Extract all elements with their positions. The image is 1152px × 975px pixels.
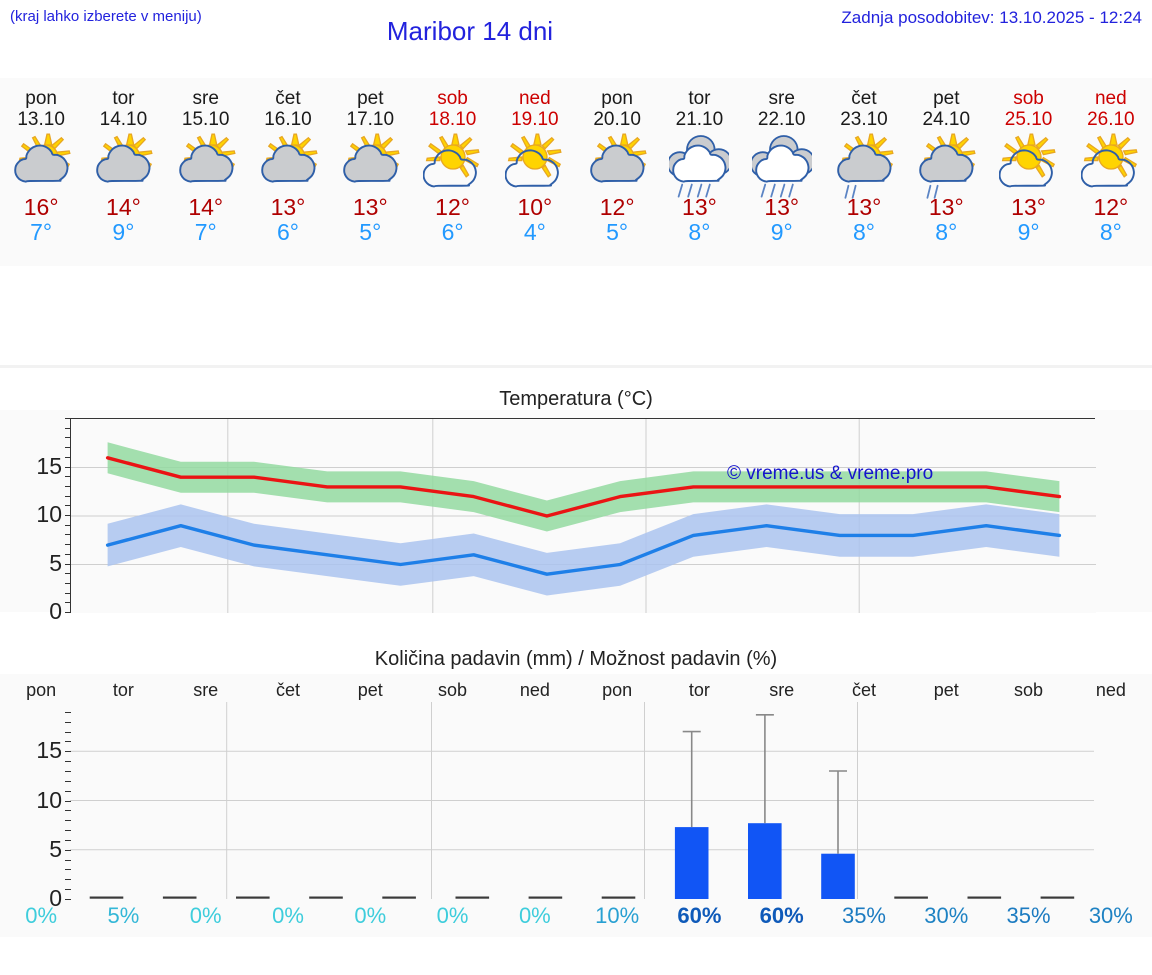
svg-text:© vreme.us & vreme.pro: © vreme.us & vreme.pro: [727, 463, 933, 484]
